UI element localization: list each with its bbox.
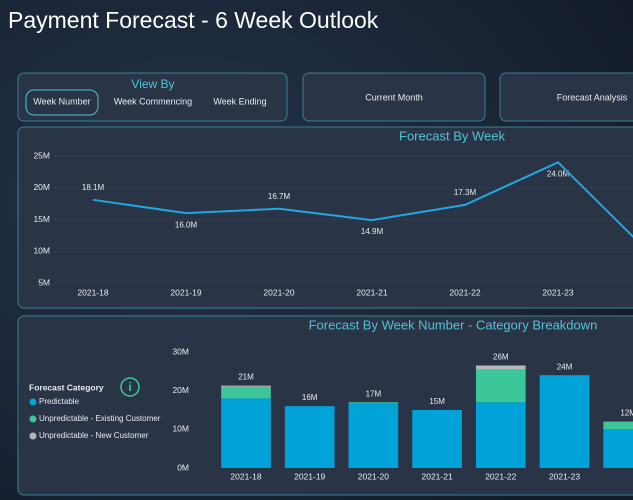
- x-tick-label: 2021-21: [421, 471, 452, 481]
- x-tick-label: 2021-18: [77, 287, 108, 297]
- legend-title: Forecast Category: [29, 382, 104, 392]
- x-tick-label: 2021-23: [549, 471, 580, 481]
- legend-label: Unpredictable - New Customer: [39, 431, 149, 440]
- bar-segment: [539, 375, 590, 468]
- chart-title: Forecast By Week Number - Category Break…: [309, 317, 598, 332]
- view-option[interactable]: Week Commencing: [114, 96, 192, 106]
- x-tick-label: 2021-20: [263, 287, 294, 297]
- y-tick-label: 10M: [33, 246, 50, 256]
- info-icon[interactable]: [120, 377, 140, 397]
- bar-segment: [603, 421, 633, 430]
- total-label: 21M: [238, 373, 254, 382]
- bar-segment: [284, 406, 335, 468]
- bar-segment: [221, 398, 271, 468]
- y-tick-label: 20M: [33, 182, 50, 192]
- nav-button[interactable]: [499, 72, 633, 122]
- data-label: 16.7M: [268, 192, 291, 201]
- y-tick-label: 15M: [33, 214, 50, 224]
- total-label: 15M: [429, 397, 445, 406]
- info-icon-glyph: i: [128, 380, 131, 394]
- data-label: 14.9M: [361, 227, 384, 236]
- bar-segment: [348, 402, 399, 404]
- legend-label: Predictable: [39, 397, 80, 406]
- bar-segment: [412, 410, 462, 468]
- view-option[interactable]: Week Ending: [213, 96, 266, 106]
- bar-segment: [603, 429, 633, 468]
- view-by-label: View By: [131, 77, 174, 91]
- bar-segment: [221, 385, 271, 387]
- y-tick-label: 0M: [177, 462, 189, 472]
- nav-button[interactable]: [302, 72, 486, 122]
- selected-option-outline: [25, 89, 99, 116]
- nav-button-label[interactable]: Current Month: [365, 92, 423, 102]
- view-option[interactable]: Week Number: [33, 96, 90, 106]
- view-by-panel: [17, 72, 288, 122]
- legend-swatch: [29, 415, 37, 423]
- x-tick-label: 2021-22: [485, 471, 516, 481]
- y-tick-label: 30M: [172, 346, 189, 356]
- page-title: Payment Forecast - 6 Week Outlook: [8, 7, 379, 33]
- data-label: 24.0M: [547, 169, 570, 178]
- data-label: 18.1M: [82, 183, 105, 192]
- chart-title: Forecast By Week: [399, 128, 505, 143]
- line-chart-panel: [17, 126, 633, 309]
- x-tick-label: 2021-19: [294, 471, 325, 481]
- bar-segment: [475, 365, 526, 370]
- x-tick-label: 2021-20: [358, 471, 389, 481]
- legend-label: Unpredictable - Existing Customer: [39, 414, 161, 423]
- x-tick-label: 2021-18: [230, 471, 261, 481]
- nav-button-label[interactable]: Forecast Analysis: [557, 92, 628, 102]
- x-tick-label: 2021-22: [449, 287, 480, 297]
- bar-segment: [475, 369, 526, 403]
- total-label: 26M: [493, 353, 509, 362]
- bar-segment: [221, 386, 271, 399]
- total-label: 12M: [620, 409, 633, 418]
- y-tick-label: 10M: [172, 424, 189, 434]
- data-label: 17.3M: [454, 188, 477, 197]
- y-tick-label: 20M: [172, 385, 189, 395]
- legend-swatch: [29, 398, 37, 406]
- line: [92, 161, 633, 239]
- total-label: 16M: [302, 393, 318, 402]
- x-tick-label: 2021-19: [170, 287, 201, 297]
- data-label: 16.0M: [175, 220, 198, 229]
- total-label: 17M: [366, 389, 382, 398]
- x-tick-label: 2021-23: [542, 287, 573, 297]
- total-label: 24M: [557, 362, 573, 371]
- y-tick-label: 5M: [38, 277, 50, 287]
- plots: 5M 10M 15M 20M 25M 2021-18 2021-19 2021-20 2021-…: [29, 150, 633, 481]
- legend-swatch: [29, 432, 37, 440]
- x-tick-label: 2021-21: [356, 287, 387, 297]
- bar-segment: [475, 402, 526, 468]
- y-tick-label: 25M: [33, 150, 50, 160]
- bar-segment: [348, 403, 399, 468]
